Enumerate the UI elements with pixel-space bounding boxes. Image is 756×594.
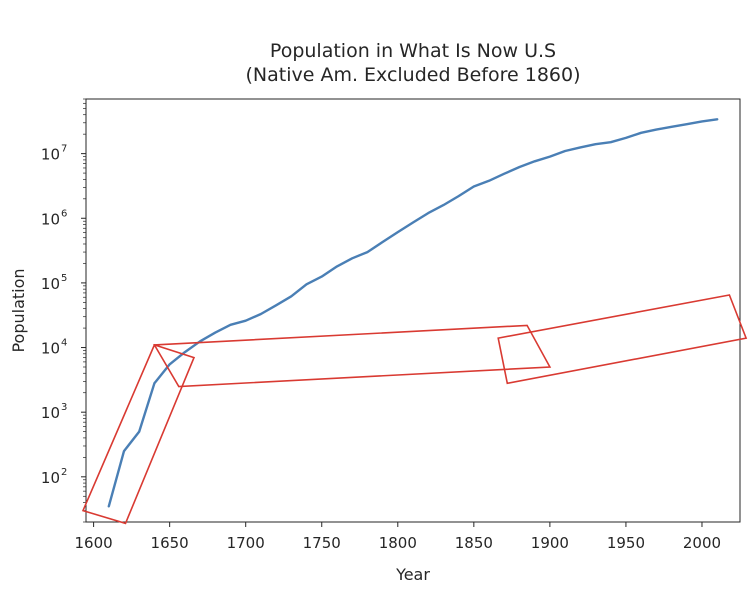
annotation-box: [81, 343, 196, 525]
y-tick-exponent: 2: [61, 467, 67, 478]
chart-title-line: Population in What Is Now U.S: [270, 40, 556, 62]
x-axis-ticks: 1600 1650 1700 1750 1800 1850 1900 1950 2000: [75, 522, 721, 552]
y-axis-label: Population: [9, 268, 28, 352]
chart-title-line: (Native Am. Excluded Before 1860): [245, 64, 580, 86]
x-axis-label: Year: [395, 565, 430, 584]
y-tick-exponent: 7: [61, 144, 67, 155]
y-tick-label: 10: [41, 469, 60, 487]
axes: [85, 98, 741, 523]
y-tick-label: 10: [41, 275, 60, 293]
series-lines: [107, 118, 719, 508]
y-tick-exponent: 6: [61, 208, 67, 219]
annotation-boxes: [81, 294, 748, 525]
x-tick-label: 1650: [151, 534, 189, 552]
y-tick-label: 10: [41, 404, 60, 422]
y-tick-exponent: 3: [61, 402, 67, 413]
x-tick-label: 1600: [75, 534, 113, 552]
x-tick-label: 2000: [683, 534, 721, 552]
y-tick-exponent: 4: [61, 338, 67, 349]
x-tick-label: 1750: [303, 534, 341, 552]
y-tick-exponent: 5: [61, 273, 67, 284]
x-tick-label: 1850: [455, 534, 493, 552]
annotation-box: [497, 294, 748, 385]
chart-title: Population in What Is Now U.S(Native Am.…: [245, 40, 580, 86]
y-tick-label: 10: [41, 146, 60, 164]
y-tick-label: 10: [41, 340, 60, 358]
y-tick-label: 10: [41, 210, 60, 228]
x-tick-label: 1900: [531, 534, 569, 552]
x-tick-label: 1700: [227, 534, 265, 552]
x-tick-label: 1800: [379, 534, 417, 552]
annotation-box: [153, 324, 552, 388]
plot-frame: [85, 98, 741, 523]
population-series-line: [107, 118, 719, 508]
x-tick-label: 1950: [607, 534, 645, 552]
